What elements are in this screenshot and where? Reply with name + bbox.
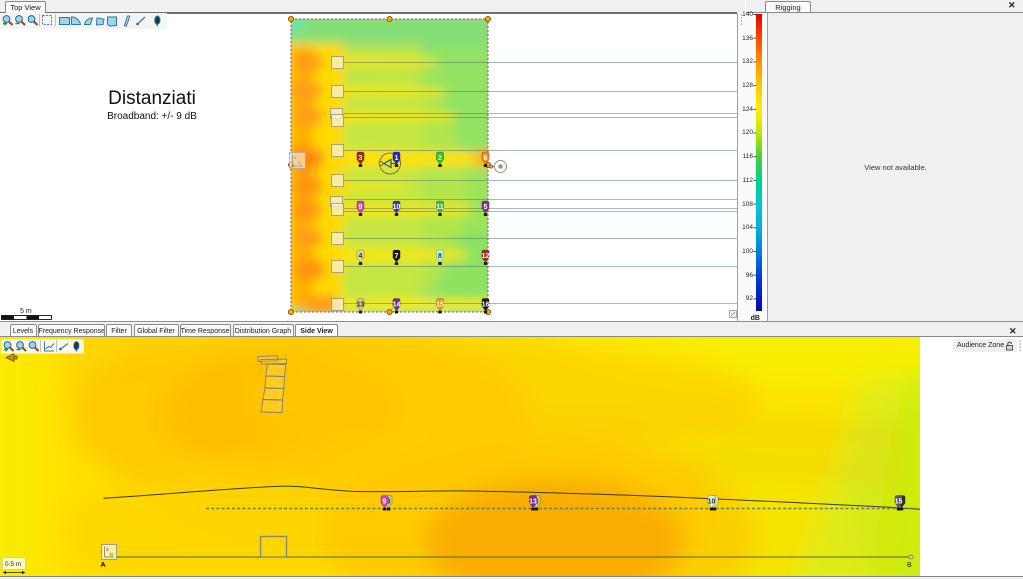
svg-text:6: 6 [484, 155, 488, 162]
svg-text:A: A [101, 562, 106, 569]
svg-text:15: 15 [895, 499, 903, 506]
svg-text:6: 6 [387, 499, 391, 506]
svg-text:16: 16 [482, 302, 490, 309]
svg-text:15: 15 [436, 302, 444, 309]
svg-text:12: 12 [482, 253, 490, 260]
svg-text:8: 8 [438, 253, 442, 260]
svg-text:10: 10 [393, 204, 401, 211]
svg-text:A: A [101, 562, 106, 569]
svg-text:1: 1 [395, 155, 399, 162]
svg-text:Z: Z [106, 547, 109, 552]
svg-text:5: 5 [484, 204, 488, 211]
svg-text:13: 13 [357, 302, 365, 309]
svg-text:4: 4 [359, 253, 363, 260]
svg-text:13: 13 [529, 499, 537, 506]
svg-text:9: 9 [359, 204, 363, 211]
svg-text:9: 9 [383, 499, 387, 506]
svg-text:D: D [110, 552, 114, 557]
svg-text:11: 11 [436, 204, 444, 211]
svg-text:3: 3 [359, 155, 363, 162]
svg-text:10: 10 [708, 499, 716, 506]
svg-text:2: 2 [438, 155, 442, 162]
svg-text:X: X [299, 161, 302, 166]
svg-text:7: 7 [395, 253, 399, 260]
svg-text:0.5 m: 0.5 m [5, 561, 21, 568]
svg-text:B: B [907, 562, 912, 569]
svg-text:Y: Y [294, 155, 297, 160]
svg-text:14: 14 [393, 302, 401, 309]
